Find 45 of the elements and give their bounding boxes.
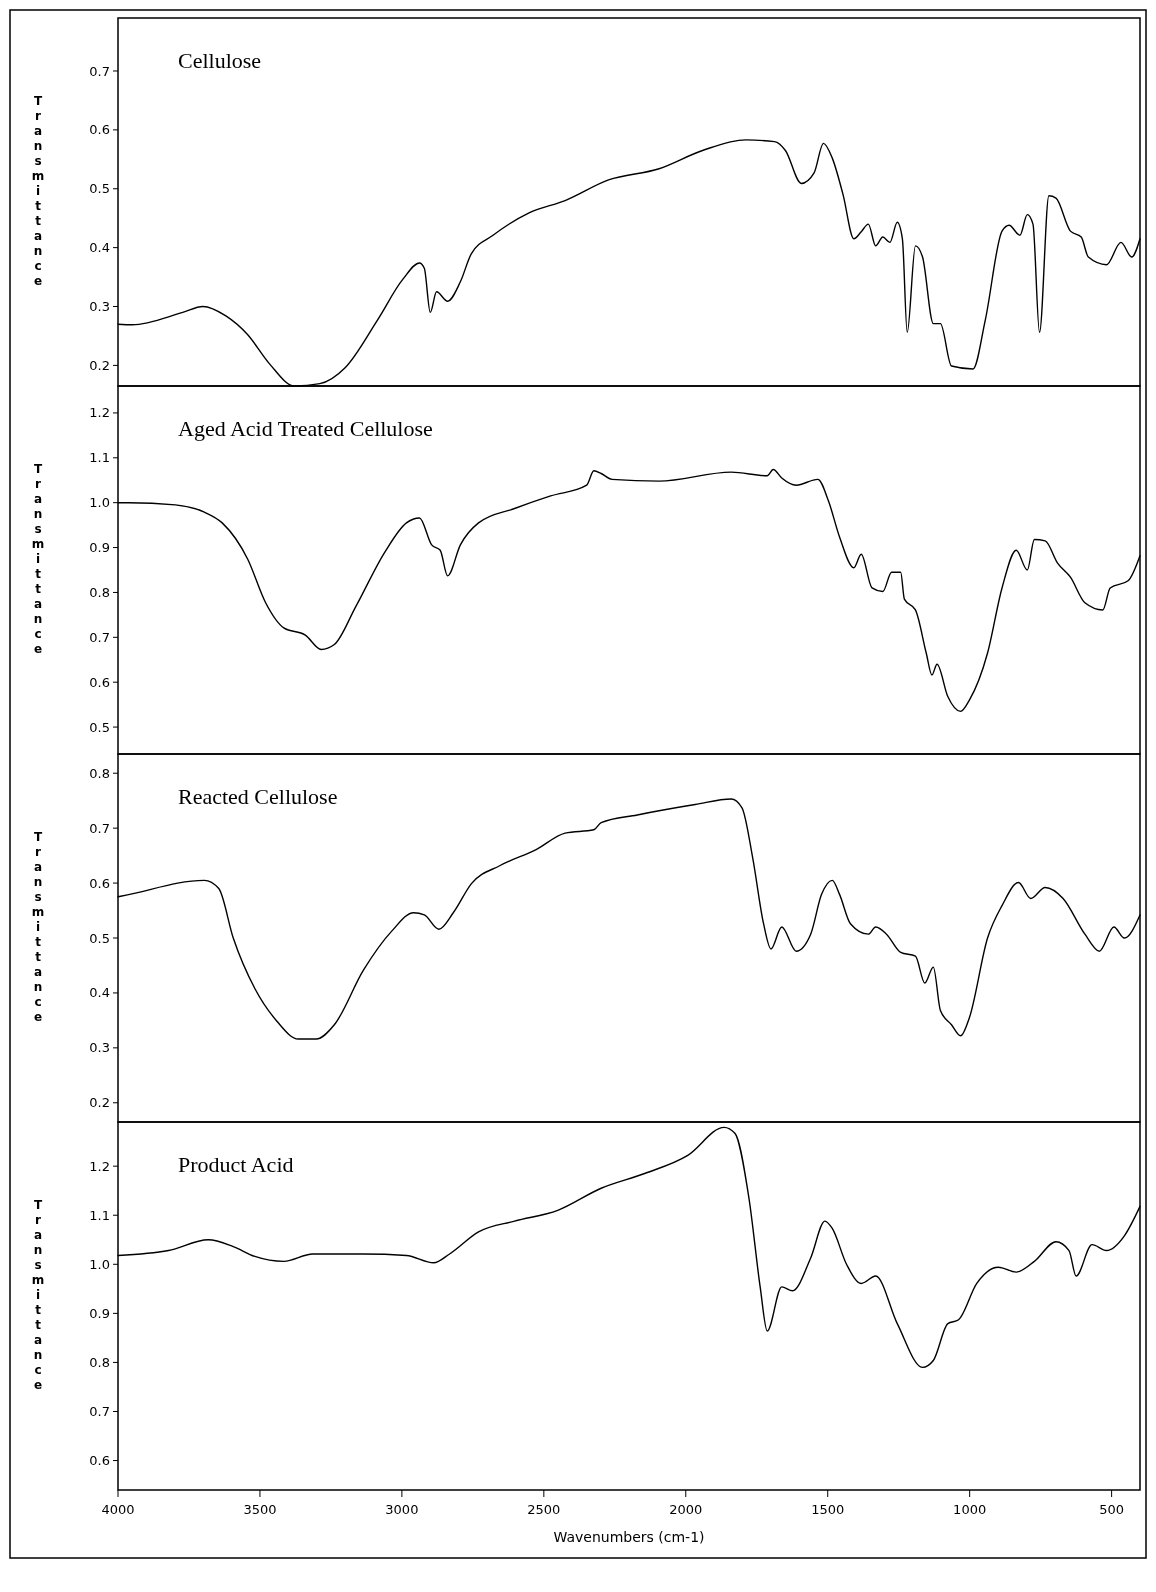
y-tick-label: 0.6: [89, 674, 110, 690]
x-tick-label: 500: [1099, 1502, 1125, 1517]
y-tick-label: 0.8: [89, 584, 110, 600]
x-tick-label: 2000: [669, 1502, 703, 1517]
text: Transmittance: [31, 829, 45, 1024]
x-tick-label: 1500: [811, 1502, 845, 1517]
y-tick-label: 0.7: [89, 63, 110, 79]
y-tick-label: 0.2: [89, 357, 110, 373]
y-tick-label: 0.9: [89, 540, 110, 556]
x-tick-label: 2500: [527, 1502, 561, 1517]
y-tick-label: 0.8: [89, 1354, 110, 1370]
y-tick-label: 0.8: [89, 765, 110, 781]
text: Cellulose: [178, 48, 262, 73]
x-tick-label: 1000: [953, 1502, 987, 1517]
y-tick-label: 0.2: [89, 1095, 110, 1111]
y-tick-label: 1.1: [89, 450, 110, 466]
y-tick-label: 0.4: [89, 985, 110, 1001]
y-tick-label: 0.6: [89, 122, 110, 138]
y-tick-label: 1.2: [89, 405, 110, 421]
text: Product Acid: [178, 1152, 294, 1177]
x-tick-label: 3000: [385, 1502, 419, 1517]
y-tick-label: 0.5: [89, 181, 110, 197]
text: Transmittance: [31, 93, 45, 288]
x-tick-label: 4000: [101, 1502, 135, 1517]
y-tick-label: 0.5: [89, 719, 110, 735]
y-tick-label: 0.6: [89, 875, 110, 891]
x-axis-title: Wavenumbers (cm-1): [553, 1529, 705, 1545]
y-tick-label: 0.3: [89, 299, 110, 315]
y-tick-label: 1.1: [89, 1207, 110, 1223]
y-tick-label: 0.7: [89, 1404, 110, 1420]
y-tick-label: 0.6: [89, 1453, 110, 1469]
x-tick-label: 3500: [243, 1502, 277, 1517]
y-tick-label: 0.4: [89, 240, 110, 256]
text: Transmittance: [31, 461, 45, 656]
y-tick-label: 0.7: [89, 820, 110, 836]
y-tick-label: 0.3: [89, 1040, 110, 1056]
text: Transmittance: [31, 1197, 45, 1392]
y-tick-label: 1.0: [89, 495, 110, 511]
y-tick-label: 0.5: [89, 930, 110, 946]
y-tick-label: 1.2: [89, 1158, 110, 1174]
text: Reacted Cellulose: [178, 784, 338, 809]
y-tick-label: 1.0: [89, 1256, 110, 1272]
text: Aged Acid Treated Cellulose: [178, 416, 433, 441]
y-tick-label: 0.7: [89, 629, 110, 645]
y-tick-label: 0.9: [89, 1305, 110, 1321]
